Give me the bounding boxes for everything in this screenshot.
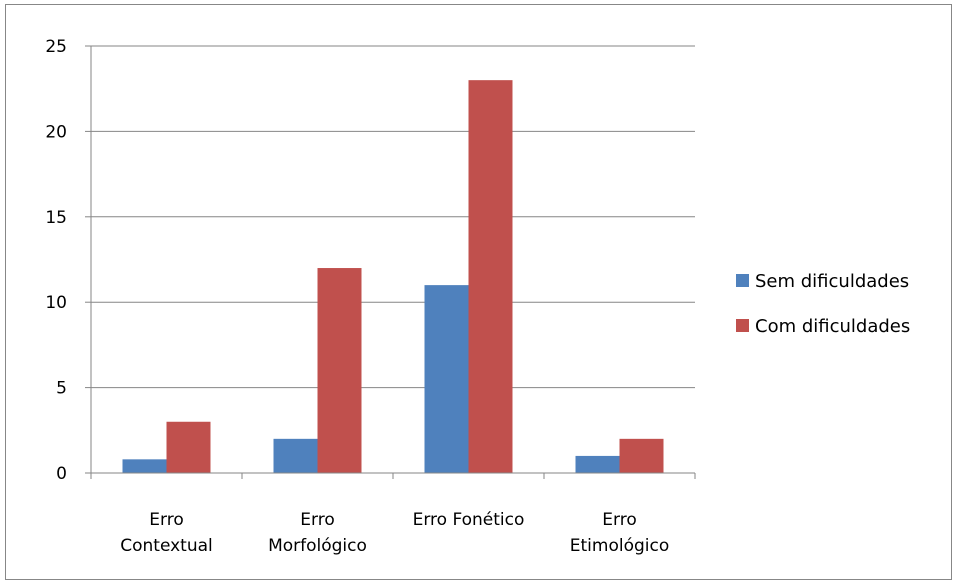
x-category-labels: Erro Contextual Erro Morfológico Erro Fonéti…: [120, 510, 669, 556]
legend-label: Com dificuldades: [755, 316, 910, 337]
bar-com-1: [317, 268, 362, 473]
x-category-label: Erro Contextual: [120, 510, 213, 556]
axes: [85, 45, 696, 479]
bar-sem-3: [575, 455, 620, 473]
bar-com-3: [619, 438, 664, 473]
y-tick-label: 5: [56, 379, 67, 399]
y-tick-label: 0: [56, 464, 67, 484]
gridlines: [91, 45, 695, 389]
legend: Sem dificuldades Com dificuldades: [736, 271, 910, 337]
bar-sem-0: [122, 459, 167, 473]
y-tick-label: 10: [45, 293, 67, 313]
bars: [122, 80, 664, 473]
legend-swatch: [736, 319, 749, 332]
x-category-label: Erro Morfológico: [268, 510, 367, 556]
x-category-label: Erro Fonético: [413, 510, 525, 530]
y-tick-label: 15: [45, 208, 67, 228]
y-tick-label: 25: [45, 37, 67, 57]
bar-com-0: [166, 421, 211, 473]
legend-swatch: [736, 274, 749, 287]
y-tick-labels: 0 5 10 15 20 25: [45, 37, 67, 484]
legend-label: Sem dificuldades: [755, 271, 909, 292]
y-tick-label: 20: [45, 122, 67, 142]
x-category-label: Erro Etimológico: [570, 510, 669, 556]
bar-com-2: [468, 80, 513, 473]
bar-sem-2: [424, 285, 469, 473]
bar-sem-1: [273, 438, 318, 473]
